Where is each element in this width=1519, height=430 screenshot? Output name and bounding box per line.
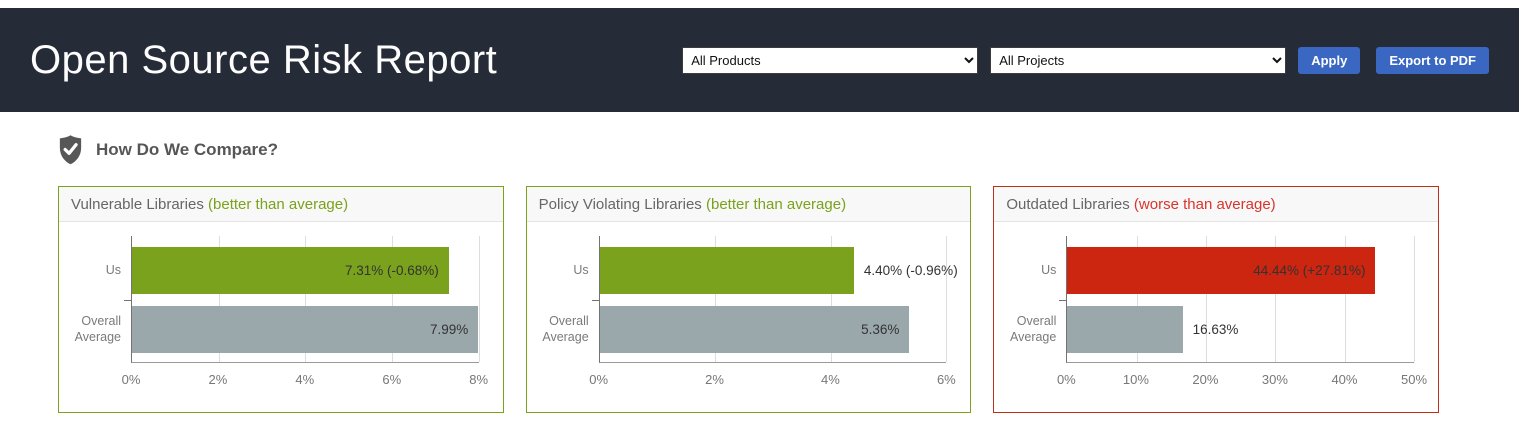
bar-value-label: 7.99%	[429, 322, 469, 337]
value-axis: 0% 10% 20% 30% 40% 50%	[1057, 372, 1427, 390]
category-axis-tick	[124, 300, 131, 301]
bar-us	[132, 247, 449, 294]
value-axis: 0% 2% 4% 6% 8%	[122, 372, 488, 390]
plot-area: 44.44% (+27.81%) 16.63%	[1059, 236, 1416, 363]
comparison-panels: Vulnerable Libraries (better than averag…	[58, 186, 1440, 413]
bar-us	[599, 247, 854, 294]
bar-value-label: 44.44% (+27.81%)	[1253, 263, 1366, 278]
page-title: Open Source Risk Report	[30, 37, 498, 82]
axis-tick-label: 6%	[936, 372, 956, 387]
section-heading: How Do We Compare?	[96, 140, 278, 159]
category-axis-tick	[591, 300, 599, 301]
bar-us	[1067, 247, 1376, 294]
axis-tick-label: 0%	[121, 372, 141, 387]
products-select[interactable]: All Products	[682, 46, 979, 74]
bar-value-label: 7.31% (-0.68%)	[344, 263, 439, 278]
axis-tick-label: 0%	[1056, 372, 1076, 387]
gridline	[218, 236, 220, 362]
bar-value-label: 5.36%	[861, 322, 900, 337]
chart-title: Policy Violating Libraries	[538, 196, 702, 213]
compare-section-header: How Do We Compare?	[56, 134, 1519, 166]
export-to-pdf-button[interactable]: Export to PDF	[1376, 46, 1489, 74]
chart-status: (better than average)	[705, 196, 847, 213]
gridline	[1275, 236, 1277, 362]
axis-tick-label: 2%	[705, 372, 724, 387]
category-label: Overall Average	[1010, 313, 1057, 344]
gridline	[305, 236, 307, 362]
app-header: Open Source Risk Report All Products All…	[0, 8, 1519, 112]
bar-chart: 44.44% (+27.81%) 16.63% Us Overall Average 0…	[994, 222, 1439, 412]
bar-row: 7.31% (-0.68%)	[132, 247, 479, 294]
gridline	[1414, 236, 1416, 362]
chart-panel-vulnerable-libraries: Vulnerable Libraries (better than averag…	[58, 186, 504, 413]
value-axis: 0% 2% 4% 6%	[589, 372, 955, 390]
gridline	[715, 236, 717, 362]
category-label: Us	[1041, 262, 1057, 277]
category-axis: Us Overall Average	[527, 236, 599, 363]
axis-tick-label: 4%	[295, 372, 315, 387]
apply-button[interactable]: Apply	[1298, 46, 1361, 74]
bar-chart: 4.40% (-0.96%) 5.36% Us Overall Average 0% 2%…	[526, 222, 971, 412]
category-label: Us	[573, 262, 589, 277]
gridline	[1206, 236, 1207, 362]
bar-value-label: 4.40% (-0.96%)	[863, 263, 958, 278]
axis-tick-label: 30%	[1261, 372, 1288, 387]
gridline	[946, 236, 948, 362]
chart-status: (worse than average)	[1133, 196, 1276, 213]
category-label: Overall Average	[74, 313, 121, 344]
category-axis: Us Overall Average	[59, 236, 131, 363]
category-label: Overall Average	[542, 313, 589, 344]
axis-tick-label: 10%	[1122, 372, 1149, 387]
axis-tick-label: 0%	[589, 372, 609, 387]
bar-row: 44.44% (+27.81%)	[1067, 247, 1414, 294]
plot-area: 7.31% (-0.68%) 7.99%	[124, 236, 480, 363]
bar-row: 7.99%	[132, 306, 479, 353]
chart-panel-policy-violating-libraries: Policy Violating Libraries (better than …	[525, 186, 972, 413]
axis-tick-label: 40%	[1331, 372, 1358, 387]
chart-status: (better than average)	[208, 196, 349, 213]
chart-panel-header: Policy Violating Libraries (better than …	[526, 187, 971, 222]
axis-tick-label: 2%	[208, 372, 228, 387]
category-label: Us	[105, 262, 121, 277]
axis-tick-label: 8%	[469, 372, 489, 387]
gridline	[830, 236, 832, 362]
category-axis-tick	[1059, 300, 1067, 301]
gridline	[392, 236, 393, 362]
bar-overall-average	[599, 306, 910, 353]
category-axis: Us Overall Average	[994, 236, 1066, 363]
axis-tick-label: 50%	[1401, 372, 1428, 387]
axis-tick-label: 6%	[382, 372, 402, 387]
projects-select[interactable]: All Projects	[990, 46, 1287, 74]
axis-tick-label: 4%	[821, 372, 840, 387]
bar-overall-average	[132, 306, 479, 353]
chart-panel-outdated-libraries: Outdated Libraries (worse than average) …	[993, 186, 1440, 413]
gridline	[1344, 236, 1346, 362]
chart-panel-header: Outdated Libraries (worse than average)	[994, 187, 1439, 222]
bar-row: 5.36%	[599, 306, 947, 353]
gridline	[1136, 236, 1138, 362]
axis-tick-label: 20%	[1192, 372, 1219, 387]
bar-row: 16.63%	[1067, 306, 1414, 353]
chart-title: Outdated Libraries	[1006, 196, 1130, 213]
bar-row: 4.40% (-0.96%)	[599, 247, 958, 294]
header-controls: All Products All Projects Apply Export t…	[682, 46, 1489, 74]
bar-value-label: 16.63%	[1192, 322, 1239, 337]
chart-panel-header: Vulnerable Libraries (better than averag…	[59, 187, 503, 222]
bar-chart: 7.31% (-0.68%) 7.99% Us Overall Average 0% 2%…	[59, 222, 503, 412]
bar-overall-average	[1067, 306, 1183, 353]
gridline	[478, 236, 480, 362]
chart-title: Vulnerable Libraries	[71, 196, 204, 213]
shield-check-icon	[56, 134, 85, 166]
plot-area: 4.40% (-0.96%) 5.36%	[591, 236, 958, 363]
